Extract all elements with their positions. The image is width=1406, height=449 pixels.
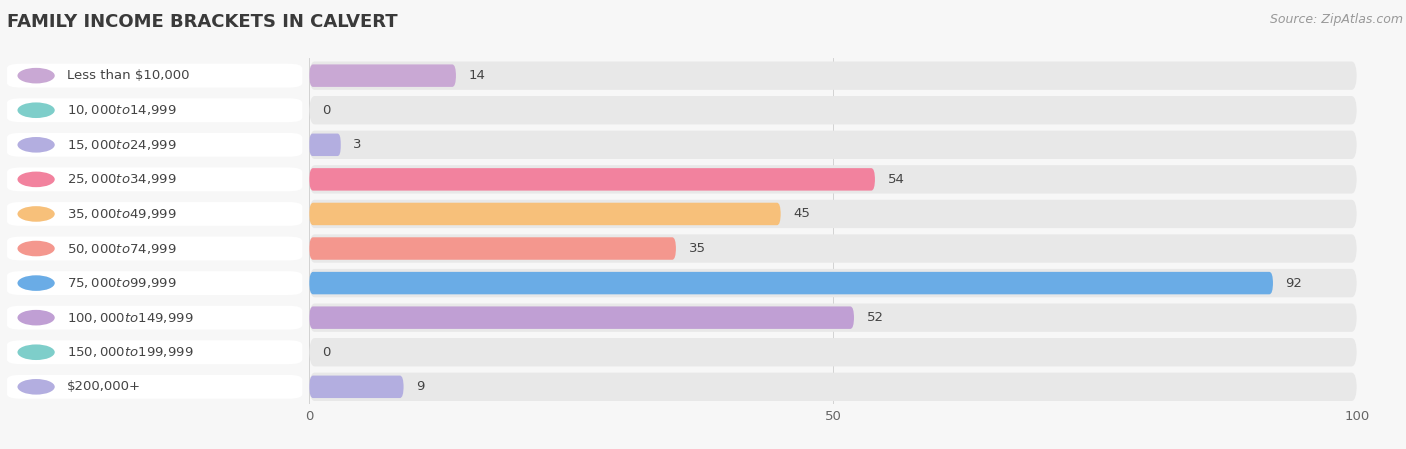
FancyBboxPatch shape: [309, 338, 1357, 366]
FancyBboxPatch shape: [309, 237, 676, 260]
Text: $35,000 to $49,999: $35,000 to $49,999: [66, 207, 176, 221]
FancyBboxPatch shape: [309, 64, 456, 87]
Text: $15,000 to $24,999: $15,000 to $24,999: [66, 138, 176, 152]
Text: $200,000+: $200,000+: [66, 380, 141, 393]
Text: 35: 35: [689, 242, 706, 255]
Text: $50,000 to $74,999: $50,000 to $74,999: [66, 242, 176, 255]
Text: 3: 3: [353, 138, 361, 151]
Text: 92: 92: [1285, 277, 1302, 290]
FancyBboxPatch shape: [309, 96, 1357, 124]
Text: 54: 54: [887, 173, 904, 186]
FancyBboxPatch shape: [309, 234, 1357, 263]
Text: $75,000 to $99,999: $75,000 to $99,999: [66, 276, 176, 290]
Text: Less than $10,000: Less than $10,000: [66, 69, 188, 82]
FancyBboxPatch shape: [309, 269, 1357, 297]
Text: 9: 9: [416, 380, 425, 393]
FancyBboxPatch shape: [309, 200, 1357, 228]
Text: $10,000 to $14,999: $10,000 to $14,999: [66, 103, 176, 117]
FancyBboxPatch shape: [309, 202, 780, 225]
FancyBboxPatch shape: [309, 375, 404, 398]
FancyBboxPatch shape: [309, 272, 1272, 295]
FancyBboxPatch shape: [309, 306, 853, 329]
FancyBboxPatch shape: [309, 168, 875, 191]
FancyBboxPatch shape: [309, 373, 1357, 401]
Text: 14: 14: [468, 69, 485, 82]
FancyBboxPatch shape: [309, 133, 340, 156]
Text: 0: 0: [322, 104, 330, 117]
Text: FAMILY INCOME BRACKETS IN CALVERT: FAMILY INCOME BRACKETS IN CALVERT: [7, 13, 398, 31]
Text: 52: 52: [866, 311, 883, 324]
FancyBboxPatch shape: [309, 304, 1357, 332]
Text: Source: ZipAtlas.com: Source: ZipAtlas.com: [1270, 13, 1403, 26]
FancyBboxPatch shape: [309, 62, 1357, 90]
Text: 0: 0: [322, 346, 330, 359]
Text: $100,000 to $149,999: $100,000 to $149,999: [66, 311, 193, 325]
FancyBboxPatch shape: [309, 131, 1357, 159]
FancyBboxPatch shape: [309, 165, 1357, 194]
Text: $150,000 to $199,999: $150,000 to $199,999: [66, 345, 193, 359]
Text: 45: 45: [793, 207, 810, 220]
Text: $25,000 to $34,999: $25,000 to $34,999: [66, 172, 176, 186]
